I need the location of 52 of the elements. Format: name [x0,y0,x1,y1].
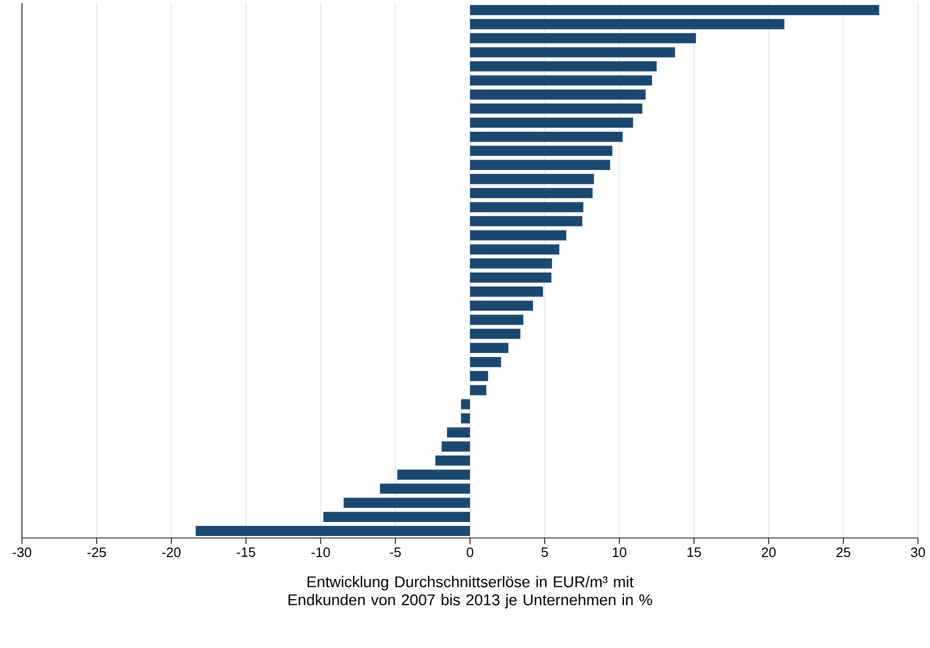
bar [470,132,623,142]
bar [470,33,696,44]
x-tick-label: 0 [466,548,474,558]
x-tick-label: -5 [390,548,401,557]
bar [470,258,552,269]
bar [344,498,470,508]
bar [397,470,470,480]
bar [470,146,612,156]
bar [470,202,584,212]
bar [435,456,470,466]
bar [470,4,880,16]
x-tick-label: -15 [236,548,256,557]
bar [470,188,593,198]
bar [470,300,534,311]
x-tick-label: -10 [312,548,330,558]
x-tick-label: -20 [162,548,181,558]
bar [470,342,508,354]
bar [470,216,582,226]
bar [470,314,524,325]
bar [470,89,646,100]
bar [470,230,566,240]
x-tick-label: 30 [911,548,925,558]
x-tick-label: 15 [688,548,701,557]
x-tick-label: 10 [612,548,626,558]
bar [470,174,594,184]
x-tick-label: -25 [88,548,106,558]
bar [196,526,470,536]
bar [461,413,470,424]
bar [470,19,784,30]
bar [380,484,470,494]
bar [470,160,610,170]
x-tick-label: -30 [12,548,32,558]
bar [470,47,676,58]
bar [470,118,634,128]
bar [470,272,552,283]
x-tick-label: 25 [836,548,850,558]
bar [470,371,488,382]
bar [470,356,502,368]
bar [447,427,470,438]
bar [470,61,657,72]
bar [470,385,486,396]
x-tick-label: 5 [541,548,548,557]
bar [461,399,470,410]
bar [470,75,652,86]
bar [442,441,470,452]
bar [470,286,544,297]
x-axis-title: Entwicklung Durchschnittserlöse in EUR/m³ mit Endkunden von 2007 bis 2013 je Unternehmen in % [288,576,652,608]
bar [470,328,520,339]
x-tick-label: 20 [762,548,776,558]
bar [470,244,560,254]
bar [323,512,470,522]
bar [470,104,642,114]
